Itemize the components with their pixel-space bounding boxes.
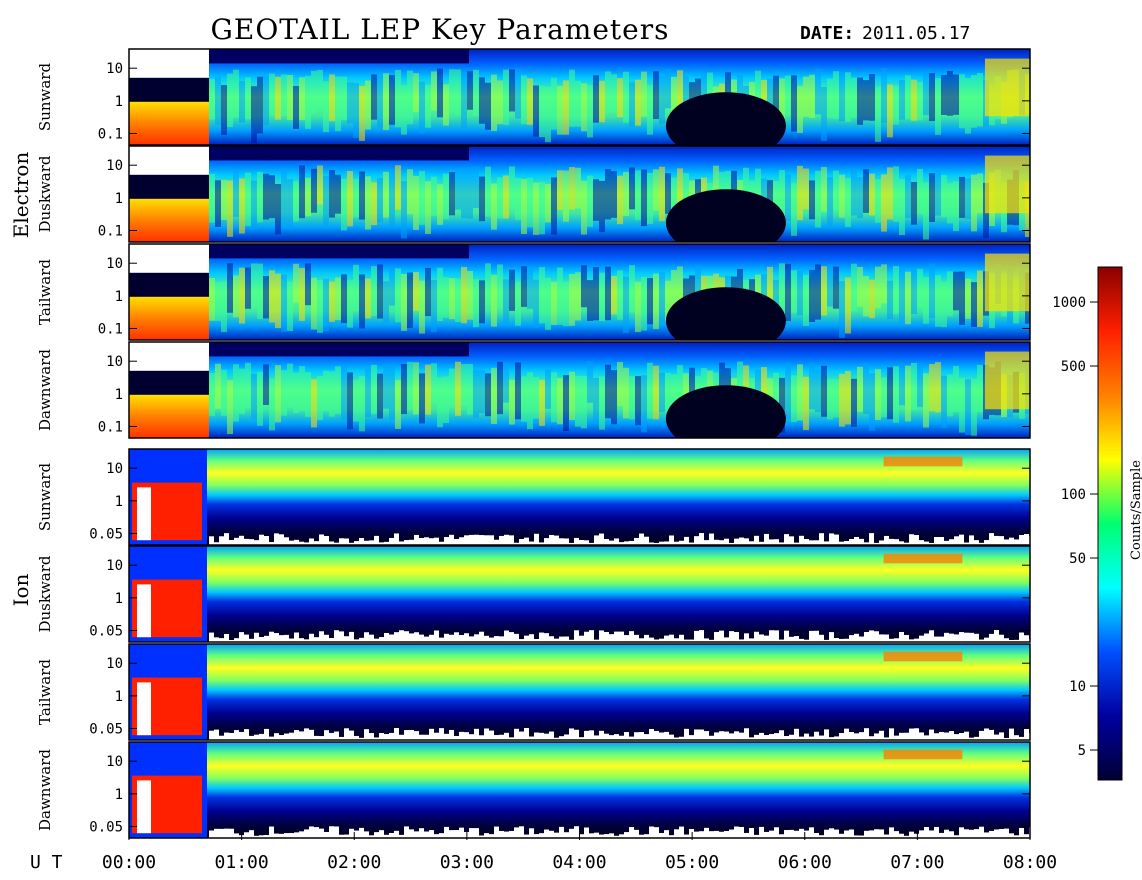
y-tick-label: 10 [106,754,123,770]
panel-label: Dawnward [36,349,54,431]
x-tick-label: 05:00 [665,852,719,873]
panel-label: Tailward [36,659,54,725]
x-tick-label: 04:00 [552,852,606,873]
y-tick-label: 10 [106,61,123,77]
panel-electron-sunward: 10 1 0.1 Sunward [36,48,1031,146]
colorbar-tick-label: 50 [1069,551,1086,567]
y-tick-label: 10 [106,461,123,477]
colorbar: 1000 500 100 50 10 5 Counts/Sample [1052,266,1142,781]
x-tick-label: 08:00 [1003,852,1057,873]
spectrogram-image [129,244,1030,340]
y-tick-label: 10 [106,256,123,272]
spectrogram-image [129,449,1030,545]
colorbar-tick-label: 1000 [1052,295,1086,311]
y-tick-label: 0.05 [89,721,123,737]
panel-ion-dawnward: 10 1 0.05 Dawnward [36,741,1031,839]
panel-frame [128,145,1031,243]
group-label: Ion [9,573,33,606]
colorbar-label: Counts/Sample [1129,460,1142,560]
panel-electron-duskward: 10 1 0.1 Duskward [36,145,1031,243]
colorbar-tick-label: 10 [1069,679,1086,695]
y-tick-label: 10 [106,354,123,370]
x-tick-label: 03:00 [440,852,494,873]
x-axis-label: U T [30,852,63,873]
panel-label: Sunward [36,463,54,532]
date-label: DATE: [800,23,854,44]
y-tick-label: 0.05 [89,623,123,639]
panel-frame [128,341,1031,439]
time-axis: U T 00:00 01:00 02:00 03:00 04:00 05:00 06:00 07… [30,832,1057,873]
y-tick-label: 1 [115,94,123,110]
panel-electron-dawnward: 10 1 0.1 Dawnward [36,341,1031,439]
y-tick-label: 1 [115,387,123,403]
group-ion: 10 1 0.05 Sunward 10 1 0.05 Duskward 10 1 0.05 Tail… [9,448,1031,839]
spectrogram-image [129,644,1030,740]
colorbar-tick-label: 100 [1061,487,1086,503]
spectrogram-image [129,146,1030,242]
panel-electron-tailward: 10 1 0.1 Tailward [36,243,1031,341]
y-tick-label: 0.1 [98,126,123,142]
y-tick-label: 0.1 [98,419,123,435]
date-value: 2011.05.17 [862,23,970,44]
panel-label: Sunward [36,63,54,132]
spectrogram-image [129,546,1030,642]
panel-ion-sunward: 10 1 0.05 Sunward [36,448,1031,546]
colorbar-scale [1097,266,1123,781]
y-tick-label: 10 [106,558,123,574]
y-tick-label: 0.1 [98,321,123,337]
panel-frame [128,545,1031,643]
chart-title: GEOTAIL LEP Key Parameters [211,13,670,46]
y-tick-label: 1 [115,787,123,803]
y-tick-label: 0.05 [89,526,123,542]
spectrogram-panels: 10 1 0.1 Sunward 10 1 0.1 Duskward 10 1 0.1 Tailwar… [9,48,1031,839]
x-tick-label: 01:00 [215,852,269,873]
spectrogram-image [129,742,1030,838]
panel-label: Tailward [36,259,54,325]
y-tick-label: 1 [115,289,123,305]
y-tick-label: 10 [106,158,123,174]
panel-ion-duskward: 10 1 0.05 Duskward [36,545,1031,643]
y-tick-label: 0.05 [89,819,123,835]
panel-ion-tailward: 10 1 0.05 Tailward [36,643,1031,741]
y-tick-label: 1 [115,689,123,705]
panel-label: Dawnward [36,749,54,831]
spectrogram-image [129,49,1030,145]
group-electron: 10 1 0.1 Sunward 10 1 0.1 Duskward 10 1 0.1 Tailwar… [9,48,1031,439]
y-tick-label: 1 [115,191,123,207]
panel-frame [128,243,1031,341]
panel-frame [128,48,1031,146]
colorbar-tick-label: 5 [1078,743,1086,759]
panel-frame [128,643,1031,741]
y-tick-label: 1 [115,591,123,607]
spectrogram-image [129,342,1030,438]
group-label: Electron [9,152,33,239]
y-tick-label: 0.1 [98,223,123,239]
x-tick-label: 02:00 [327,852,381,873]
panel-frame [128,448,1031,546]
panel-label: Duskward [36,155,54,232]
x-tick-label: 07:00 [890,852,944,873]
panel-label: Duskward [36,555,54,632]
x-tick-label: 00:00 [102,852,156,873]
x-tick-label: 06:00 [778,852,832,873]
y-tick-label: 10 [106,656,123,672]
colorbar-tick-label: 500 [1061,359,1086,375]
y-tick-label: 1 [115,494,123,510]
